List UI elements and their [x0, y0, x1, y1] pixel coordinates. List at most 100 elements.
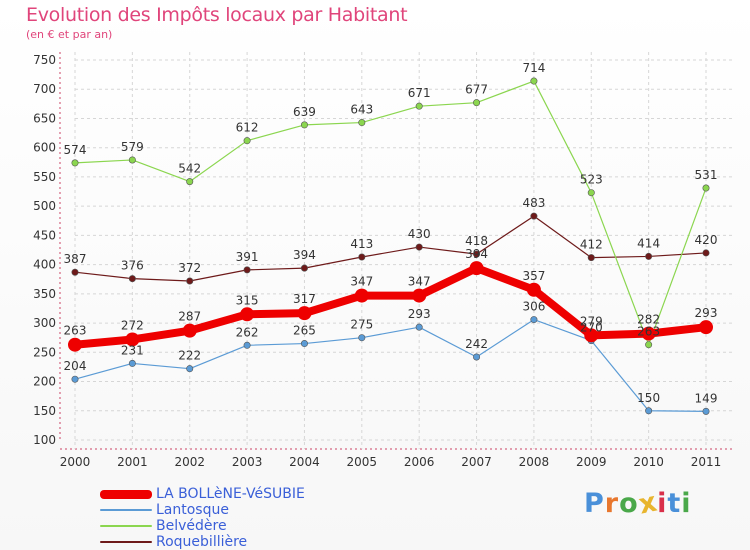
- data-label: 523: [580, 173, 603, 187]
- data-label: 272: [121, 318, 144, 332]
- y-tick-label: 300: [33, 316, 56, 330]
- chart-title: Evolution des Impôts locaux par Habitant: [26, 4, 408, 26]
- data-point: [71, 375, 79, 383]
- x-tick-label: 2006: [404, 455, 435, 469]
- y-tick-label: 450: [33, 228, 56, 242]
- x-tick-label: 2000: [60, 455, 91, 469]
- y-tick-label: 400: [33, 258, 56, 272]
- x-tick-label: 2003: [232, 455, 263, 469]
- x-tick-label: 2002: [174, 455, 205, 469]
- x-tick-label: 2009: [576, 455, 607, 469]
- data-point: [415, 243, 423, 251]
- data-point: [530, 212, 538, 220]
- y-tick-label: 150: [33, 404, 56, 418]
- data-point: [297, 306, 312, 321]
- x-tick-label: 2011: [691, 455, 722, 469]
- data-label: 150: [637, 391, 660, 405]
- data-point: [71, 159, 79, 167]
- data-label: 542: [178, 162, 201, 176]
- data-point: [526, 282, 541, 297]
- chart-legend: LA BOLLèNE-VéSUBIE Lantosque Belvédère Roqu…: [100, 486, 305, 550]
- data-label: 372: [178, 261, 201, 275]
- data-point: [243, 266, 251, 274]
- data-label: 315: [236, 293, 259, 307]
- y-tick-label: 350: [33, 287, 56, 301]
- data-point: [415, 102, 423, 110]
- data-point: [300, 121, 308, 129]
- data-label: 242: [465, 337, 488, 351]
- data-label: 376: [121, 259, 144, 273]
- data-point: [641, 326, 656, 341]
- data-label: 579: [121, 140, 144, 154]
- chart-subtitle: (en € et par an): [26, 28, 113, 41]
- data-label: 394: [465, 247, 488, 261]
- data-label: 677: [465, 83, 488, 97]
- x-tick-label: 2005: [347, 455, 378, 469]
- data-label: 430: [408, 227, 431, 241]
- data-label: 357: [522, 269, 545, 283]
- data-point: [587, 189, 595, 197]
- legend-item: LA BOLLèNE-VéSUBIE: [100, 486, 305, 502]
- data-point: [128, 275, 136, 283]
- data-point: [469, 261, 484, 276]
- data-point: [300, 340, 308, 348]
- data-label: 612: [236, 121, 259, 135]
- data-point: [530, 316, 538, 324]
- logo-letter: i: [681, 488, 692, 519]
- x-tick-label: 2010: [633, 455, 664, 469]
- y-tick-label: 550: [33, 170, 56, 184]
- data-point: [186, 178, 194, 186]
- data-point: [128, 359, 136, 367]
- legend-item: Lantosque: [100, 502, 305, 518]
- data-point: [645, 407, 653, 415]
- y-tick-label: 750: [33, 53, 56, 67]
- legend-label: LA BOLLèNE-VéSUBIE: [156, 486, 305, 502]
- x-tick-label: 2001: [117, 455, 148, 469]
- legend-label: Roquebillière: [156, 534, 248, 550]
- legend-label: Lantosque: [156, 502, 229, 518]
- series-line: [74, 80, 707, 346]
- data-point: [473, 353, 481, 361]
- data-point: [530, 77, 538, 85]
- data-label: 306: [522, 300, 545, 314]
- series-line: [74, 318, 707, 412]
- data-label: 391: [236, 250, 259, 264]
- data-label: 639: [293, 105, 316, 119]
- data-point: [473, 250, 481, 258]
- series-line: [71, 264, 710, 349]
- data-label: 574: [64, 143, 87, 157]
- data-label: 414: [637, 236, 660, 250]
- legend-item: Roquebillière: [100, 534, 305, 550]
- legend-swatch: [100, 541, 152, 543]
- data-label: 231: [121, 343, 144, 357]
- data-point: [125, 332, 140, 347]
- data-label: 418: [465, 234, 488, 248]
- data-point: [358, 253, 366, 261]
- data-point: [699, 320, 713, 335]
- y-tick-label: 600: [33, 141, 56, 155]
- data-label: 413: [350, 237, 373, 251]
- y-tick-label: 250: [33, 345, 56, 359]
- data-label: 204: [64, 359, 87, 373]
- data-point: [128, 156, 136, 164]
- data-point: [645, 341, 653, 349]
- data-label: 263: [637, 325, 660, 339]
- x-tick-label: 2004: [289, 455, 320, 469]
- data-label: 347: [408, 275, 431, 289]
- series-line: [74, 215, 707, 282]
- y-tick-label: 100: [33, 433, 56, 447]
- logo-letter: o: [619, 488, 639, 519]
- data-label: 265: [293, 324, 316, 338]
- data-label: 671: [408, 86, 431, 100]
- y-tick-label: 650: [33, 111, 56, 125]
- legend-swatch: [100, 489, 152, 499]
- data-label: 317: [293, 292, 316, 306]
- x-tick-label: 2008: [519, 455, 550, 469]
- data-point: [68, 337, 82, 352]
- data-point: [186, 365, 194, 373]
- logo-letter: i: [657, 488, 668, 519]
- legend-swatch: [100, 509, 152, 511]
- data-label: 387: [64, 252, 87, 266]
- data-point: [702, 184, 710, 192]
